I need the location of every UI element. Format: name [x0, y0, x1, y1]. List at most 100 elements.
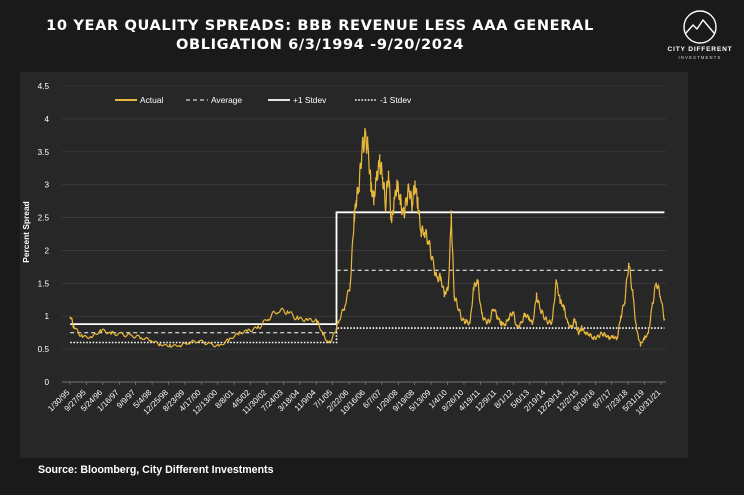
actual-point [390, 216, 393, 219]
actual-point [453, 295, 456, 298]
actual-point [316, 322, 318, 324]
actual-point [567, 322, 569, 324]
actual-point [373, 203, 375, 206]
actual-point [276, 312, 279, 314]
actual-point [90, 336, 93, 339]
actual-point [596, 335, 599, 337]
actual-point [396, 190, 399, 193]
actual-point [414, 180, 416, 183]
y-tick-label: 1 [44, 312, 49, 321]
actual-point [480, 312, 483, 314]
actual-point [647, 331, 650, 334]
actual-point [327, 341, 330, 344]
average-line [70, 269, 665, 334]
actual-point [575, 328, 578, 331]
actual-point [555, 279, 557, 281]
y-tick-label: 4.5 [38, 82, 50, 91]
y-axis-title: Percent Spread [21, 201, 31, 262]
actual-point [655, 282, 657, 285]
actual-point [608, 338, 610, 341]
legend-label: Average [211, 95, 242, 105]
y-tick-label: 1.5 [38, 279, 50, 288]
chart-title: 10 YEAR QUALITY SPREADS: BBB REVENUE LES… [40, 16, 600, 54]
actual-point [169, 343, 171, 346]
actual-point [370, 190, 372, 193]
actual-point [631, 289, 634, 291]
legend-label: Actual [140, 95, 163, 105]
y-tick-label: 3.5 [38, 148, 50, 157]
actual-point [443, 295, 446, 298]
actual-point [417, 197, 419, 199]
actual-point [411, 210, 413, 212]
actual-point [588, 335, 591, 337]
actual-point [551, 318, 554, 321]
source-note: Source: Bloomberg, City Different Invest… [38, 464, 274, 476]
actual-point [69, 316, 72, 319]
legend-label: +1 Stdev [293, 95, 327, 105]
actual-point [367, 144, 369, 146]
actual-point [531, 322, 534, 324]
actual-point [600, 331, 603, 334]
plus-1-stdev-line [70, 211, 665, 325]
actual-point [159, 343, 161, 345]
actual-point [539, 308, 542, 311]
actual-point [387, 170, 390, 173]
actual-point [547, 322, 550, 324]
actual-point [663, 318, 666, 321]
legend-actual: Actual [115, 95, 163, 105]
actual-point [450, 210, 453, 212]
actual-point [247, 328, 250, 331]
actual-point [100, 331, 103, 333]
chart-title-line-2: OBLIGATION 6/3/1994 -9/20/2024 [176, 36, 464, 53]
actual-point [639, 345, 642, 347]
legend-minus-1-stdev: -1 Stdev [355, 95, 412, 105]
y-tick-label: 4 [44, 115, 49, 124]
actual-point [563, 308, 565, 311]
actual-point [473, 289, 475, 291]
actual-point [361, 150, 363, 153]
actual-point [208, 341, 210, 344]
actual-point [358, 190, 360, 193]
actual-point [257, 325, 259, 327]
company-logo: CITY DIFFERENT INVESTMENTS [664, 8, 736, 64]
minus-1-stdev-line [70, 327, 665, 344]
actual-point [198, 340, 201, 343]
actual-point [488, 322, 491, 324]
actual-point [559, 302, 561, 304]
y-tick-label: 2.5 [38, 214, 50, 223]
actual-point [423, 236, 426, 239]
y-tick-label: 0.5 [38, 345, 50, 354]
actual-point [306, 318, 308, 321]
chart-legend: Actual Average +1 Stdev -1 Stdev [115, 95, 412, 105]
actual-point [188, 343, 191, 345]
actual-point [592, 338, 595, 341]
actual-point [447, 285, 450, 288]
actual-point [80, 333, 83, 336]
actual-point [504, 323, 506, 325]
actual-point [577, 331, 580, 334]
actual-point [139, 337, 142, 340]
logo-subtitle: INVESTMENTS [678, 55, 722, 60]
actual-point [616, 336, 618, 339]
actual-point [512, 312, 514, 314]
actual-point [384, 210, 387, 212]
actual-point [375, 170, 378, 173]
actual-point [237, 333, 240, 336]
actual-point [110, 333, 112, 335]
actual-point [129, 333, 132, 336]
logo-name: CITY DIFFERENT [667, 46, 733, 53]
actual-point [457, 308, 459, 311]
actual-point [659, 295, 661, 298]
actual-point [218, 345, 220, 347]
actual-point [484, 318, 487, 321]
actual-point [435, 275, 438, 278]
stdev-bands [70, 211, 665, 344]
actual-point [620, 315, 622, 318]
actual-point [520, 322, 522, 324]
actual-point [393, 197, 396, 199]
actual-point [267, 318, 269, 321]
actual-point [612, 335, 614, 337]
actual-point [500, 320, 503, 323]
